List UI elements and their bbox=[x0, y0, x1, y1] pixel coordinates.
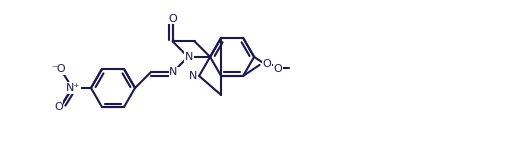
Text: N: N bbox=[189, 71, 197, 81]
Text: N⁺: N⁺ bbox=[66, 83, 80, 93]
Text: O: O bbox=[54, 102, 63, 112]
Text: O: O bbox=[263, 59, 271, 69]
Text: N: N bbox=[185, 52, 193, 62]
Text: O: O bbox=[273, 64, 282, 74]
Text: ⁻O: ⁻O bbox=[51, 64, 66, 74]
Text: N: N bbox=[170, 67, 178, 78]
Text: O: O bbox=[168, 14, 177, 24]
